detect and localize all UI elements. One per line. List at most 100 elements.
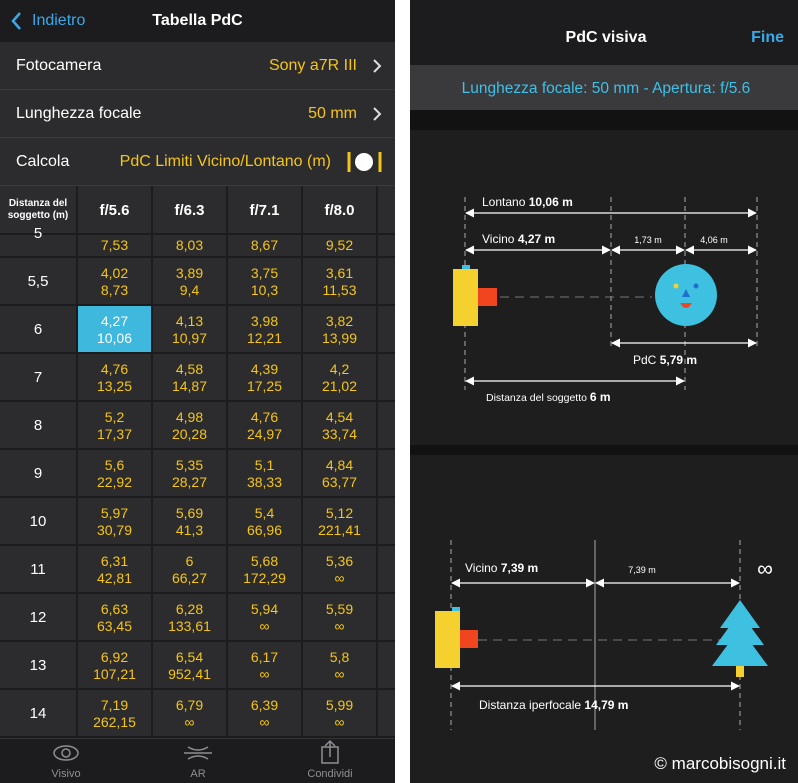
near-value: 6,28 bbox=[175, 601, 204, 617]
far-value: 17,37 bbox=[96, 426, 133, 442]
row-header: 7 bbox=[0, 354, 78, 402]
near-value: 5,4 bbox=[254, 505, 275, 521]
table-cell: 3,61 11,53 bbox=[303, 258, 378, 306]
near-value: 4,13 bbox=[175, 313, 204, 329]
table-cell bbox=[378, 594, 395, 642]
table-cell: 6,17 ∞ bbox=[228, 642, 303, 690]
row-header: 10 bbox=[0, 498, 78, 546]
far-value: 8,67 bbox=[250, 237, 279, 253]
far-value: ∞ bbox=[184, 714, 195, 730]
table-cell: 5,6 22,92 bbox=[78, 450, 153, 498]
setting-row[interactable]: Calcola PdC Limiti Vicino/Lontano (m) bbox=[0, 138, 395, 186]
far-value: 952,41 bbox=[168, 666, 211, 682]
header-label: Distanza del soggetto (m) bbox=[7, 198, 69, 221]
far-value: 133,61 bbox=[168, 618, 211, 634]
table-cell: 8,03 bbox=[153, 235, 228, 258]
back-button[interactable]: Indietro bbox=[32, 12, 86, 29]
far-value: 42,81 bbox=[96, 570, 133, 586]
near-value: 5,99 bbox=[325, 697, 354, 713]
far-value: 41,3 bbox=[175, 522, 204, 538]
table-cell: 4,58 14,87 bbox=[153, 354, 228, 402]
setting-label: Fotocamera bbox=[16, 57, 102, 74]
table-cell: 8,67 bbox=[228, 235, 303, 258]
table-cell bbox=[378, 306, 395, 354]
tab-label[interactable]: Visivo bbox=[51, 768, 81, 780]
tab-icons bbox=[53, 739, 339, 764]
setting-value: Sony a7R III bbox=[268, 57, 357, 74]
far-value: ∞ bbox=[334, 666, 345, 682]
info-bar: Lunghezza focale: 50 mm - Apertura: f/5.… bbox=[462, 80, 751, 97]
near-value: 4,02 bbox=[100, 265, 129, 281]
header-cell: f/6.3 bbox=[153, 186, 228, 235]
row-header: 8 bbox=[0, 402, 78, 450]
row-header: 13 bbox=[0, 642, 78, 690]
far-value: 13,99 bbox=[321, 330, 358, 346]
tab-label[interactable]: AR bbox=[190, 768, 206, 780]
tab-label[interactable]: Condividi bbox=[307, 768, 353, 780]
far-value: 9,4 bbox=[179, 282, 200, 298]
table-cell bbox=[378, 235, 395, 258]
far-value: 28,27 bbox=[171, 474, 208, 490]
setting-value: 50 mm bbox=[308, 105, 357, 122]
table-cell bbox=[378, 354, 395, 402]
far-value: 22,92 bbox=[96, 474, 133, 490]
column-header: f/5.6 bbox=[99, 202, 130, 219]
visual-screen: PdC visiva Fine Lunghezza focale: 50 mm … bbox=[410, 0, 798, 783]
setting-label: Lunghezza focale bbox=[16, 105, 142, 122]
header-cell: f/7.1 bbox=[228, 186, 303, 235]
near-value: 4,54 bbox=[325, 409, 354, 425]
far-label: Lontano 10,06 m bbox=[482, 195, 573, 209]
toggle[interactable] bbox=[345, 147, 385, 177]
camera-icon bbox=[453, 265, 497, 326]
setting-row[interactable]: Fotocamera Sony a7R III bbox=[0, 42, 395, 90]
far-value: 63,77 bbox=[321, 474, 358, 490]
distance-label: 12 bbox=[29, 609, 47, 626]
dof-label: PdC 5,79 m bbox=[633, 353, 697, 367]
header-cell bbox=[378, 186, 395, 235]
table-cell: 4,98 20,28 bbox=[153, 402, 228, 450]
header-cell: f/5.6 bbox=[78, 186, 153, 235]
far-value: 221,41 bbox=[318, 522, 361, 538]
subject-distance-label: Distanza del soggetto 6 m bbox=[486, 390, 611, 404]
near-label: Vicino 7,39 m bbox=[465, 561, 538, 575]
table-cell: 6,28 133,61 bbox=[153, 594, 228, 642]
near-value: 3,75 bbox=[250, 265, 279, 281]
header-cell: f/8.0 bbox=[303, 186, 378, 235]
far-value: 24,97 bbox=[246, 426, 283, 442]
back-chevron[interactable] bbox=[11, 12, 21, 30]
table-cell bbox=[378, 690, 395, 738]
table-cell: 5,1 38,33 bbox=[228, 450, 303, 498]
table-cell: 5,8 ∞ bbox=[303, 642, 378, 690]
nav-title: Tabella PdC bbox=[152, 12, 243, 29]
table-cell: 4,39 17,25 bbox=[228, 354, 303, 402]
table-cell: 5,99 ∞ bbox=[303, 690, 378, 738]
table-cell: 3,98 12,21 bbox=[228, 306, 303, 354]
near-value: 5,97 bbox=[100, 505, 129, 521]
chevron bbox=[373, 59, 382, 73]
near-value: 5,8 bbox=[329, 649, 350, 665]
far-value: 38,33 bbox=[246, 474, 283, 490]
near-value: 5,68 bbox=[250, 553, 279, 569]
setting-label: Calcola bbox=[16, 153, 70, 170]
distance-label: 5,5 bbox=[27, 273, 49, 290]
near-value: 6,63 bbox=[100, 601, 129, 617]
far-value: 33,74 bbox=[321, 426, 358, 442]
near-value: 5,69 bbox=[175, 505, 204, 521]
done-button[interactable]: Fine bbox=[751, 29, 784, 46]
near-value: 6,54 bbox=[175, 649, 204, 665]
far-value: 8,73 bbox=[100, 282, 129, 298]
table-cell: 6,92 107,21 bbox=[78, 642, 153, 690]
infinity-label: ∞ bbox=[757, 556, 773, 581]
table-cell bbox=[378, 642, 395, 690]
back-label: 7,39 m bbox=[628, 565, 656, 575]
setting-row[interactable]: Lunghezza focale 50 mm bbox=[0, 90, 395, 138]
near-value: 5,12 bbox=[325, 505, 354, 521]
far-value: ∞ bbox=[259, 714, 270, 730]
column-header: f/8.0 bbox=[324, 202, 355, 219]
near-value: 6,39 bbox=[250, 697, 279, 713]
near-value: 3,98 bbox=[250, 313, 279, 329]
near-value: 4,76 bbox=[250, 409, 279, 425]
table-cell bbox=[378, 450, 395, 498]
near-value: 3,89 bbox=[175, 265, 204, 281]
far-value: 17,25 bbox=[246, 378, 283, 394]
